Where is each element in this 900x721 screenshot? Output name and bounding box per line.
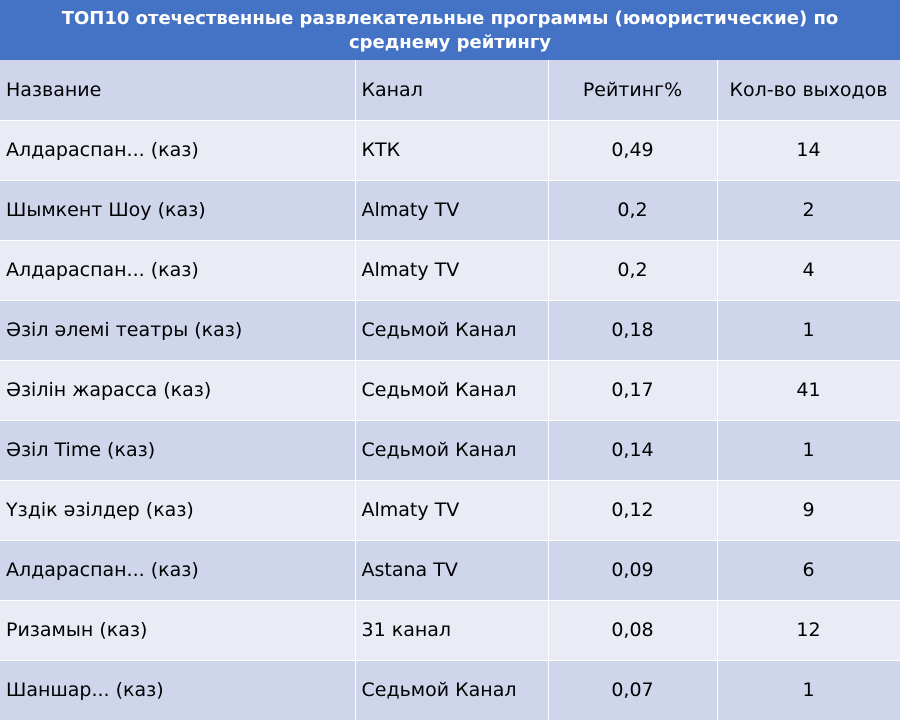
table-row: Шымкент Шоу (каз) Almaty TV 0,2 2 (0, 180, 900, 241)
table-row: Алдараспан... (каз) КТК 0,49 14 (0, 120, 900, 181)
column-header-name: Название (0, 60, 356, 121)
column-header-episodes: Кол-во выходов (717, 60, 900, 121)
channel-cell: 31 канал (355, 600, 549, 661)
program-name-cell: Алдараспан... (каз) (0, 540, 356, 601)
table-row: Алдараспан... (каз) Almaty TV 0,2 4 (0, 240, 900, 301)
program-name-cell: Әзілін жарасса (каз) (0, 360, 356, 421)
table-row: Шаншар... (каз) Седьмой Канал 0,07 1 (0, 660, 900, 721)
program-name-cell: Алдараспан... (каз) (0, 120, 356, 181)
rating-cell: 0,07 (548, 660, 718, 721)
header-row: Название Канал Рейтинг% Кол-во выходов (0, 60, 900, 121)
episodes-cell: 1 (717, 420, 900, 481)
episodes-cell: 12 (717, 600, 900, 661)
ratings-table: Название Канал Рейтинг% Кол-во выходов А… (0, 60, 900, 721)
channel-cell: Almaty TV (355, 180, 549, 241)
rating-cell: 0,18 (548, 300, 718, 361)
episodes-cell: 14 (717, 120, 900, 181)
program-name-cell: Шымкент Шоу (каз) (0, 180, 356, 241)
program-name-cell: Ризамын (каз) (0, 600, 356, 661)
column-header-rating: Рейтинг% (548, 60, 718, 121)
channel-cell: Седьмой Канал (355, 660, 549, 721)
rating-cell: 0,49 (548, 120, 718, 181)
program-name-cell: Үздік әзілдер (каз) (0, 480, 356, 541)
program-name-cell: Әзіл әлемі театры (каз) (0, 300, 356, 361)
program-name-cell: Алдараспан... (каз) (0, 240, 356, 301)
episodes-cell: 9 (717, 480, 900, 541)
program-name-cell: Шаншар... (каз) (0, 660, 356, 721)
rating-cell: 0,08 (548, 600, 718, 661)
channel-cell: Astana TV (355, 540, 549, 601)
episodes-cell: 41 (717, 360, 900, 421)
table-row: Ризамын (каз) 31 канал 0,08 12 (0, 600, 900, 661)
episodes-cell: 1 (717, 660, 900, 721)
table-row: Әзіл әлемі театры (каз) Седьмой Канал 0,… (0, 300, 900, 361)
rating-cell: 0,12 (548, 480, 718, 541)
channel-cell: Almaty TV (355, 240, 549, 301)
episodes-cell: 1 (717, 300, 900, 361)
table-row: Алдараспан... (каз) Astana TV 0,09 6 (0, 540, 900, 601)
rating-cell: 0,2 (548, 240, 718, 301)
channel-cell: Седьмой Канал (355, 420, 549, 481)
column-header-channel: Канал (355, 60, 549, 121)
episodes-cell: 4 (717, 240, 900, 301)
episodes-cell: 2 (717, 180, 900, 241)
table-row: Әзілін жарасса (каз) Седьмой Канал 0,17 … (0, 360, 900, 421)
channel-cell: КТК (355, 120, 549, 181)
rating-cell: 0,2 (548, 180, 718, 241)
table-title: ТОП10 отечественные развлекательные прог… (0, 0, 900, 60)
channel-cell: Седьмой Канал (355, 360, 549, 421)
table-row: Әзіл Time (каз) Седьмой Канал 0,14 1 (0, 420, 900, 481)
rating-cell: 0,17 (548, 360, 718, 421)
program-name-cell: Әзіл Time (каз) (0, 420, 356, 481)
channel-cell: Almaty TV (355, 480, 549, 541)
table-row: Үздік әзілдер (каз) Almaty TV 0,12 9 (0, 480, 900, 541)
rating-cell: 0,14 (548, 420, 718, 481)
episodes-cell: 6 (717, 540, 900, 601)
rating-cell: 0,09 (548, 540, 718, 601)
channel-cell: Седьмой Канал (355, 300, 549, 361)
